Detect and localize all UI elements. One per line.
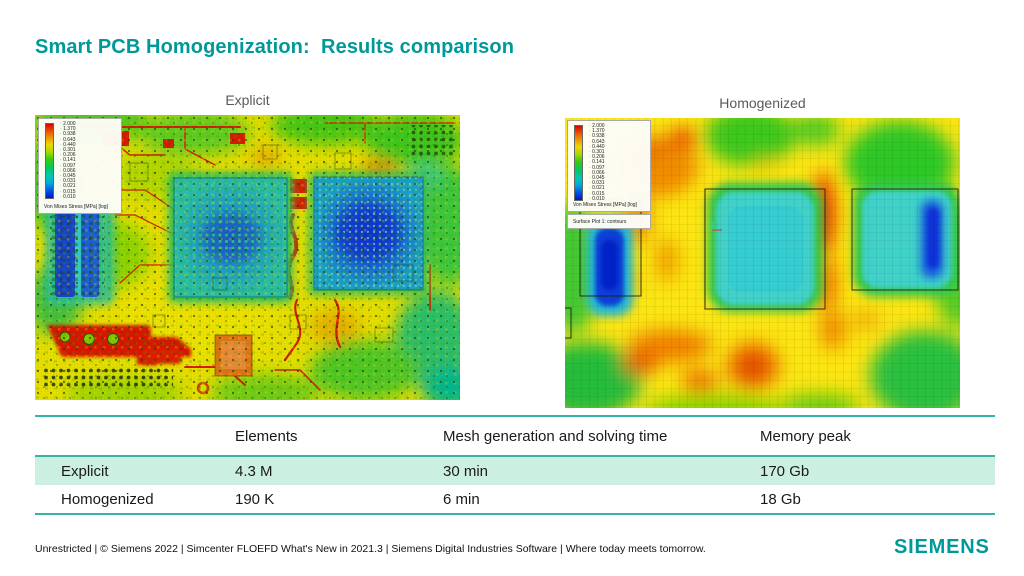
legend-tick-value: 0.206 (589, 155, 605, 160)
explicit-legend-ticks: 2.0001.3700.9380.6430.4400.3010.2060.141… (60, 122, 76, 200)
legend-tick-value: 0.066 (60, 168, 76, 174)
page-title: Smart PCB Homogenization: Results compar… (35, 36, 515, 58)
homogenized-legend-caption: Von Mises Stress [MPa] [log] (573, 202, 637, 208)
header-memory: Memory peak (760, 427, 851, 445)
legend-tick-value: 2.000 (589, 124, 605, 129)
legend-tick-value: 0.015 (60, 189, 76, 195)
homogenized-figure-label: Homogenized (719, 95, 806, 111)
explicit-legend-caption: Von Mises Stress [MPa] [log] (44, 204, 108, 210)
table-row-homogenized: Homogenized 190 K 6 min 18 Gb (35, 485, 995, 513)
legend-tick-value: 0.643 (60, 137, 76, 143)
footer-disclaimer: Unrestricted | © Siemens 2022 | Simcente… (35, 543, 706, 555)
cell-time: 30 min (443, 462, 489, 480)
legend-tick-value: 0.938 (589, 134, 605, 139)
row-label: Homogenized (61, 490, 154, 508)
legend-tick-value: 0.301 (60, 148, 76, 153)
siemens-logo: SIEMENS (894, 536, 990, 558)
header-time: Mesh generation and solving time (443, 427, 668, 445)
row-label: Explicit (61, 462, 109, 480)
legend-tick-value: 0.141 (589, 160, 605, 165)
homogenized-legend: 2.0001.3700.9380.6430.4400.3010.2060.141… (567, 120, 651, 212)
cell-elements: 4.3 M (235, 462, 273, 480)
homogenized-legend-subcaption: Surface Plot 1: contours (573, 218, 627, 225)
explicit-legend-colorbar (45, 123, 54, 199)
legend-tick-value: 0.031 (60, 179, 76, 184)
legend-tick-value: 0.021 (589, 186, 605, 191)
homogenized-heatmap: 2.0001.3700.9380.6430.4400.3010.2060.141… (565, 118, 960, 408)
homogenized-legend-subbox: Surface Plot 1: contours (567, 214, 651, 229)
legend-tick-value: 0.010 (589, 196, 605, 202)
homogenized-legend-ticks: 2.0001.3700.9380.6430.4400.3010.2060.141… (589, 124, 605, 202)
header-elements: Elements (235, 427, 298, 445)
legend-tick-value: 0.021 (60, 184, 76, 189)
legend-tick-value: 0.440 (589, 144, 605, 150)
table-row-explicit: Explicit 4.3 M 30 min 170 Gb (35, 457, 995, 485)
legend-tick-value: 0.206 (60, 153, 76, 158)
legend-tick-value: 0.097 (60, 163, 76, 169)
legend-tick-value: 0.938 (60, 132, 76, 137)
legend-tick-value: 0.440 (60, 142, 76, 148)
legend-tick-value: 0.141 (60, 158, 76, 163)
cell-elements: 190 K (235, 490, 275, 508)
explicit-figure-label: Explicit (225, 92, 270, 108)
legend-tick-value: 0.015 (589, 191, 605, 197)
legend-tick-value: 0.045 (60, 174, 76, 179)
explicit-heatmap: 2.0001.3700.9380.6430.4400.3010.2060.141… (35, 115, 460, 400)
legend-tick-value: 2.000 (60, 122, 76, 127)
legend-tick-value: 0.045 (589, 176, 605, 181)
legend-tick-value: 1.370 (589, 129, 605, 134)
legend-tick-value: 0.301 (589, 150, 605, 155)
explicit-legend: 2.0001.3700.9380.6430.4400.3010.2060.141… (38, 118, 122, 214)
table-header-row: Elements Mesh generation and solving tim… (35, 417, 995, 457)
cell-time: 6 min (443, 490, 480, 508)
legend-tick-value: 0.097 (589, 165, 605, 171)
cell-memory: 170 Gb (760, 462, 810, 480)
homogenized-legend-colorbar (574, 125, 583, 201)
legend-tick-value: 0.643 (589, 139, 605, 145)
cell-memory: 18 Gb (760, 490, 801, 508)
results-comparison-table: Elements Mesh generation and solving tim… (35, 415, 995, 515)
legend-tick-value: 1.370 (60, 127, 76, 132)
legend-tick-value: 0.066 (589, 170, 605, 176)
legend-tick-value: 0.031 (589, 181, 605, 186)
legend-tick-value: 0.010 (60, 194, 76, 200)
